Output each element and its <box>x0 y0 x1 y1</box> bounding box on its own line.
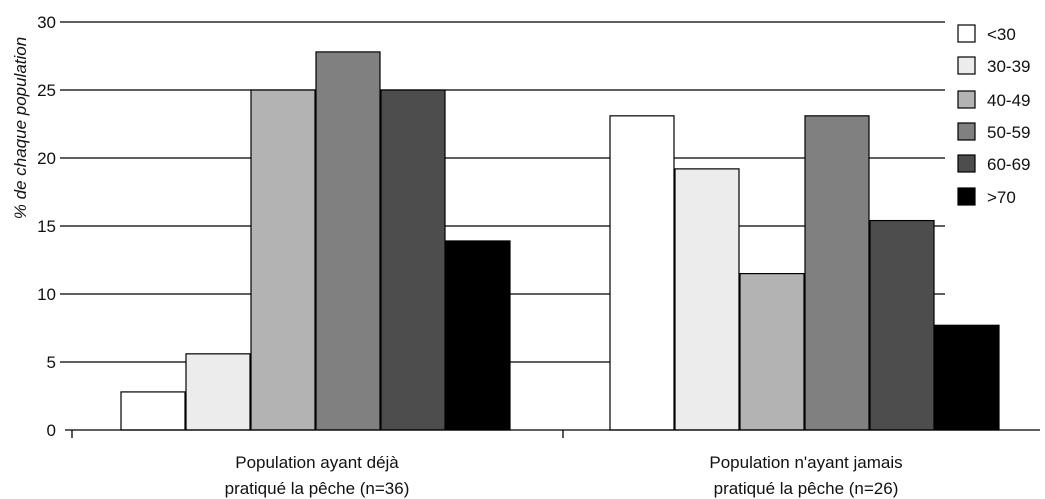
y-axis-label: % de chaque population <box>11 37 30 219</box>
legend-swatch <box>957 154 976 173</box>
legend-label: <30 <box>987 25 1016 44</box>
legend-swatch <box>957 122 976 141</box>
legend-label: 50-59 <box>987 123 1030 142</box>
legend-label: 40-49 <box>987 91 1030 110</box>
legend-label: >70 <box>987 188 1016 207</box>
y-tick-labels: 0 5 10 15 20 25 30 <box>37 13 56 440</box>
legend-swatch <box>957 56 976 75</box>
x-category-labels: Population ayant déjà pratiqué la pêche (… <box>225 453 903 498</box>
bar-4049-group1 <box>250 89 316 431</box>
legend-label: 60-69 <box>987 155 1030 174</box>
legend: <30 30-39 40-49 50-59 60-69 >70 <box>957 24 1030 207</box>
bar-6069-group1 <box>380 89 446 431</box>
y-tick-label: 5 <box>47 353 56 372</box>
bar-5059-group1 <box>315 51 381 431</box>
bar-30-group1 <box>120 391 186 431</box>
axes <box>65 429 1040 438</box>
y-tick-label: 10 <box>37 285 56 304</box>
bar-6069-group2 <box>869 219 935 431</box>
y-tick-label: 0 <box>47 421 56 440</box>
bar-3039-group2 <box>674 168 740 431</box>
y-tick-label: 15 <box>37 217 56 236</box>
x-category-label: pratiqué la pêche (n=36) <box>225 479 410 498</box>
x-category-label: pratiqué la pêche (n=26) <box>714 479 899 498</box>
bar-3039-group1 <box>185 353 251 431</box>
bar-5059-group2 <box>804 115 870 431</box>
bar-70-group1 <box>445 240 511 431</box>
x-category-label: Population n'ayant jamais <box>709 453 902 472</box>
x-category-label: Population ayant déjà <box>235 453 399 472</box>
bars <box>120 51 1000 431</box>
y-tick-label: 30 <box>37 13 56 32</box>
bar-4049-group2 <box>739 273 805 431</box>
legend-swatch <box>957 90 976 109</box>
legend-label: 30-39 <box>987 57 1030 76</box>
y-tick-label: 25 <box>37 81 56 100</box>
legend-swatch <box>957 187 976 206</box>
legend-swatch <box>957 24 976 43</box>
y-tick-label: 20 <box>37 149 56 168</box>
bar-30-group2 <box>609 115 675 431</box>
bar-70-group2 <box>934 324 1000 431</box>
